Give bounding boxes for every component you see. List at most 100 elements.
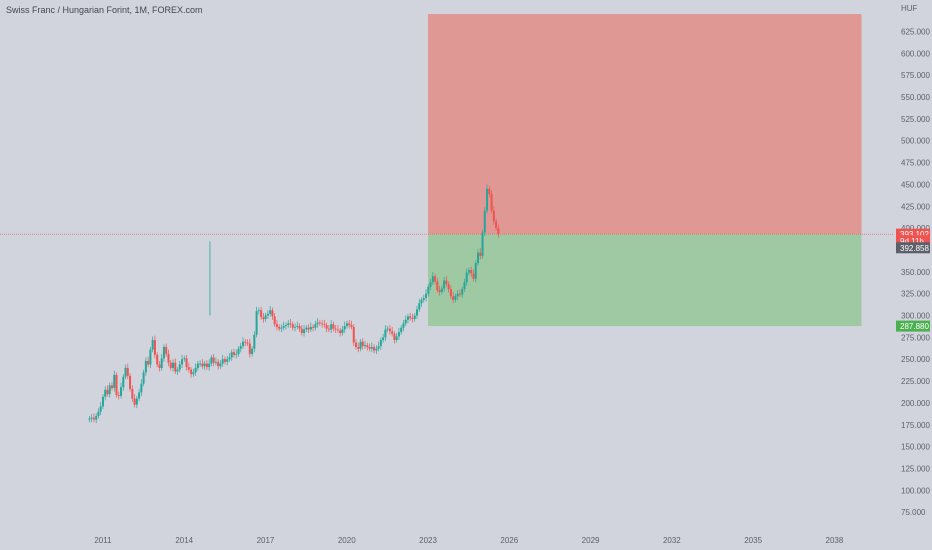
candle-body <box>165 346 168 354</box>
candle <box>359 339 362 352</box>
candle-body <box>397 332 400 337</box>
candle-body <box>352 326 355 343</box>
candle-body <box>126 367 129 376</box>
time-tick-label: 2026 <box>500 536 518 545</box>
candle <box>312 324 315 332</box>
candle <box>443 277 446 292</box>
candle-body <box>264 315 267 320</box>
candle-body <box>212 357 215 363</box>
candle-body <box>361 341 364 347</box>
candle <box>221 354 224 368</box>
take-profit-zone <box>428 234 862 327</box>
candle-body <box>307 327 310 330</box>
candle <box>282 321 285 331</box>
candle-body <box>305 327 308 330</box>
candle <box>113 370 116 392</box>
candle <box>253 331 256 353</box>
candle-body <box>88 418 91 420</box>
candle-body <box>300 328 303 333</box>
price-tick-label: 575.000 <box>901 71 930 80</box>
price-axis[interactable]: HUF 625.000 600.000 575.000 550.000 525.000 5… <box>901 4 930 517</box>
candle-body <box>156 354 159 365</box>
candle-body <box>92 417 95 420</box>
price-tag-bg <box>896 242 930 254</box>
candle-body <box>467 270 470 273</box>
candle-body <box>248 343 251 354</box>
price-tick-label: 625.000 <box>901 27 930 36</box>
candle-body <box>203 363 206 367</box>
candle <box>361 338 364 350</box>
candle <box>287 319 290 328</box>
candle <box>174 358 177 375</box>
candle <box>260 306 263 320</box>
candle <box>101 394 104 410</box>
candle-body <box>445 280 448 285</box>
candle-body <box>382 337 385 340</box>
candle <box>266 310 269 320</box>
candle-body <box>404 319 407 324</box>
candle-body <box>488 188 491 195</box>
time-tick-label: 2011 <box>94 536 112 545</box>
candle <box>477 249 480 266</box>
candle-body <box>318 322 321 324</box>
candle-body <box>260 310 263 318</box>
candle-body <box>377 346 380 349</box>
candle-body <box>339 330 342 333</box>
candle <box>425 289 428 302</box>
candle <box>431 271 434 285</box>
candle-body <box>391 331 394 334</box>
candle-body <box>458 293 461 295</box>
candle-body <box>425 293 428 299</box>
candle-body <box>196 363 199 368</box>
candle-body <box>242 341 245 347</box>
candle-body <box>393 333 396 340</box>
candle-body <box>262 317 265 320</box>
candle <box>278 324 281 332</box>
candle <box>318 319 321 326</box>
candle-body <box>129 375 132 389</box>
candle <box>106 385 109 397</box>
candle <box>449 285 452 299</box>
candle-body <box>99 406 102 412</box>
candle <box>160 353 163 371</box>
price-tag-bg <box>896 320 930 332</box>
candle <box>316 318 319 328</box>
candle <box>223 356 226 365</box>
candle-body <box>133 398 136 405</box>
time-tick-label: 2023 <box>419 536 437 545</box>
candle-body <box>171 362 174 368</box>
candle <box>90 414 93 423</box>
candle <box>373 344 376 354</box>
candle <box>138 388 141 402</box>
price-tag-label: 287.880 <box>900 322 929 331</box>
candle <box>370 342 373 353</box>
candle <box>300 325 303 336</box>
candle <box>95 413 98 424</box>
price-tick-label: 600.000 <box>901 49 930 58</box>
candle <box>237 346 240 357</box>
candle-body <box>140 383 143 393</box>
candle <box>429 278 432 291</box>
candle-body <box>495 221 498 229</box>
candle <box>330 319 333 333</box>
candle <box>133 394 136 408</box>
price-tick-label: 450.000 <box>901 180 930 189</box>
candle <box>483 207 486 236</box>
candle-body <box>187 367 190 370</box>
candle <box>126 363 129 380</box>
candle-body <box>149 349 152 365</box>
candle <box>305 325 308 333</box>
time-axis[interactable]: 2011 2014 2017 2020 2023 2026 2029 2032 2035 2038 <box>94 536 844 545</box>
candle-body <box>194 367 197 373</box>
candle <box>402 319 405 332</box>
candle <box>397 327 400 340</box>
candle <box>205 360 208 370</box>
candle-body <box>115 374 118 396</box>
candle-body <box>255 311 258 335</box>
candle <box>427 284 430 297</box>
price-tick-label: 100.000 <box>901 486 930 495</box>
candle-body <box>400 327 403 333</box>
